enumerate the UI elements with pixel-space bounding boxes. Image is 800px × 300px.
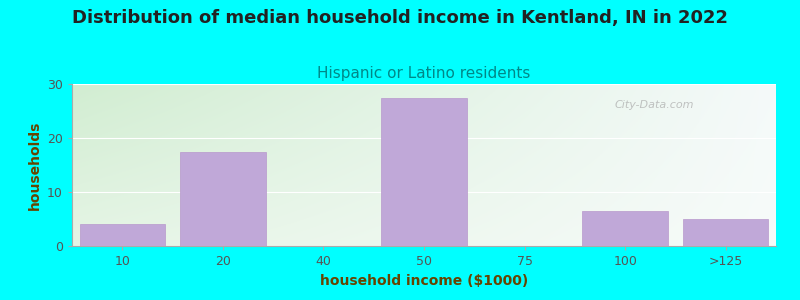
Bar [382,98,466,246]
Text: City-Data.com: City-Data.com [614,100,694,110]
Bar [683,219,769,246]
Bar [582,211,668,246]
Y-axis label: households: households [27,120,42,210]
Bar [180,152,266,246]
X-axis label: household income ($1000): household income ($1000) [320,274,528,288]
Title: Hispanic or Latino residents: Hispanic or Latino residents [318,66,530,81]
Text: Distribution of median household income in Kentland, IN in 2022: Distribution of median household income … [72,9,728,27]
Bar [79,224,165,246]
